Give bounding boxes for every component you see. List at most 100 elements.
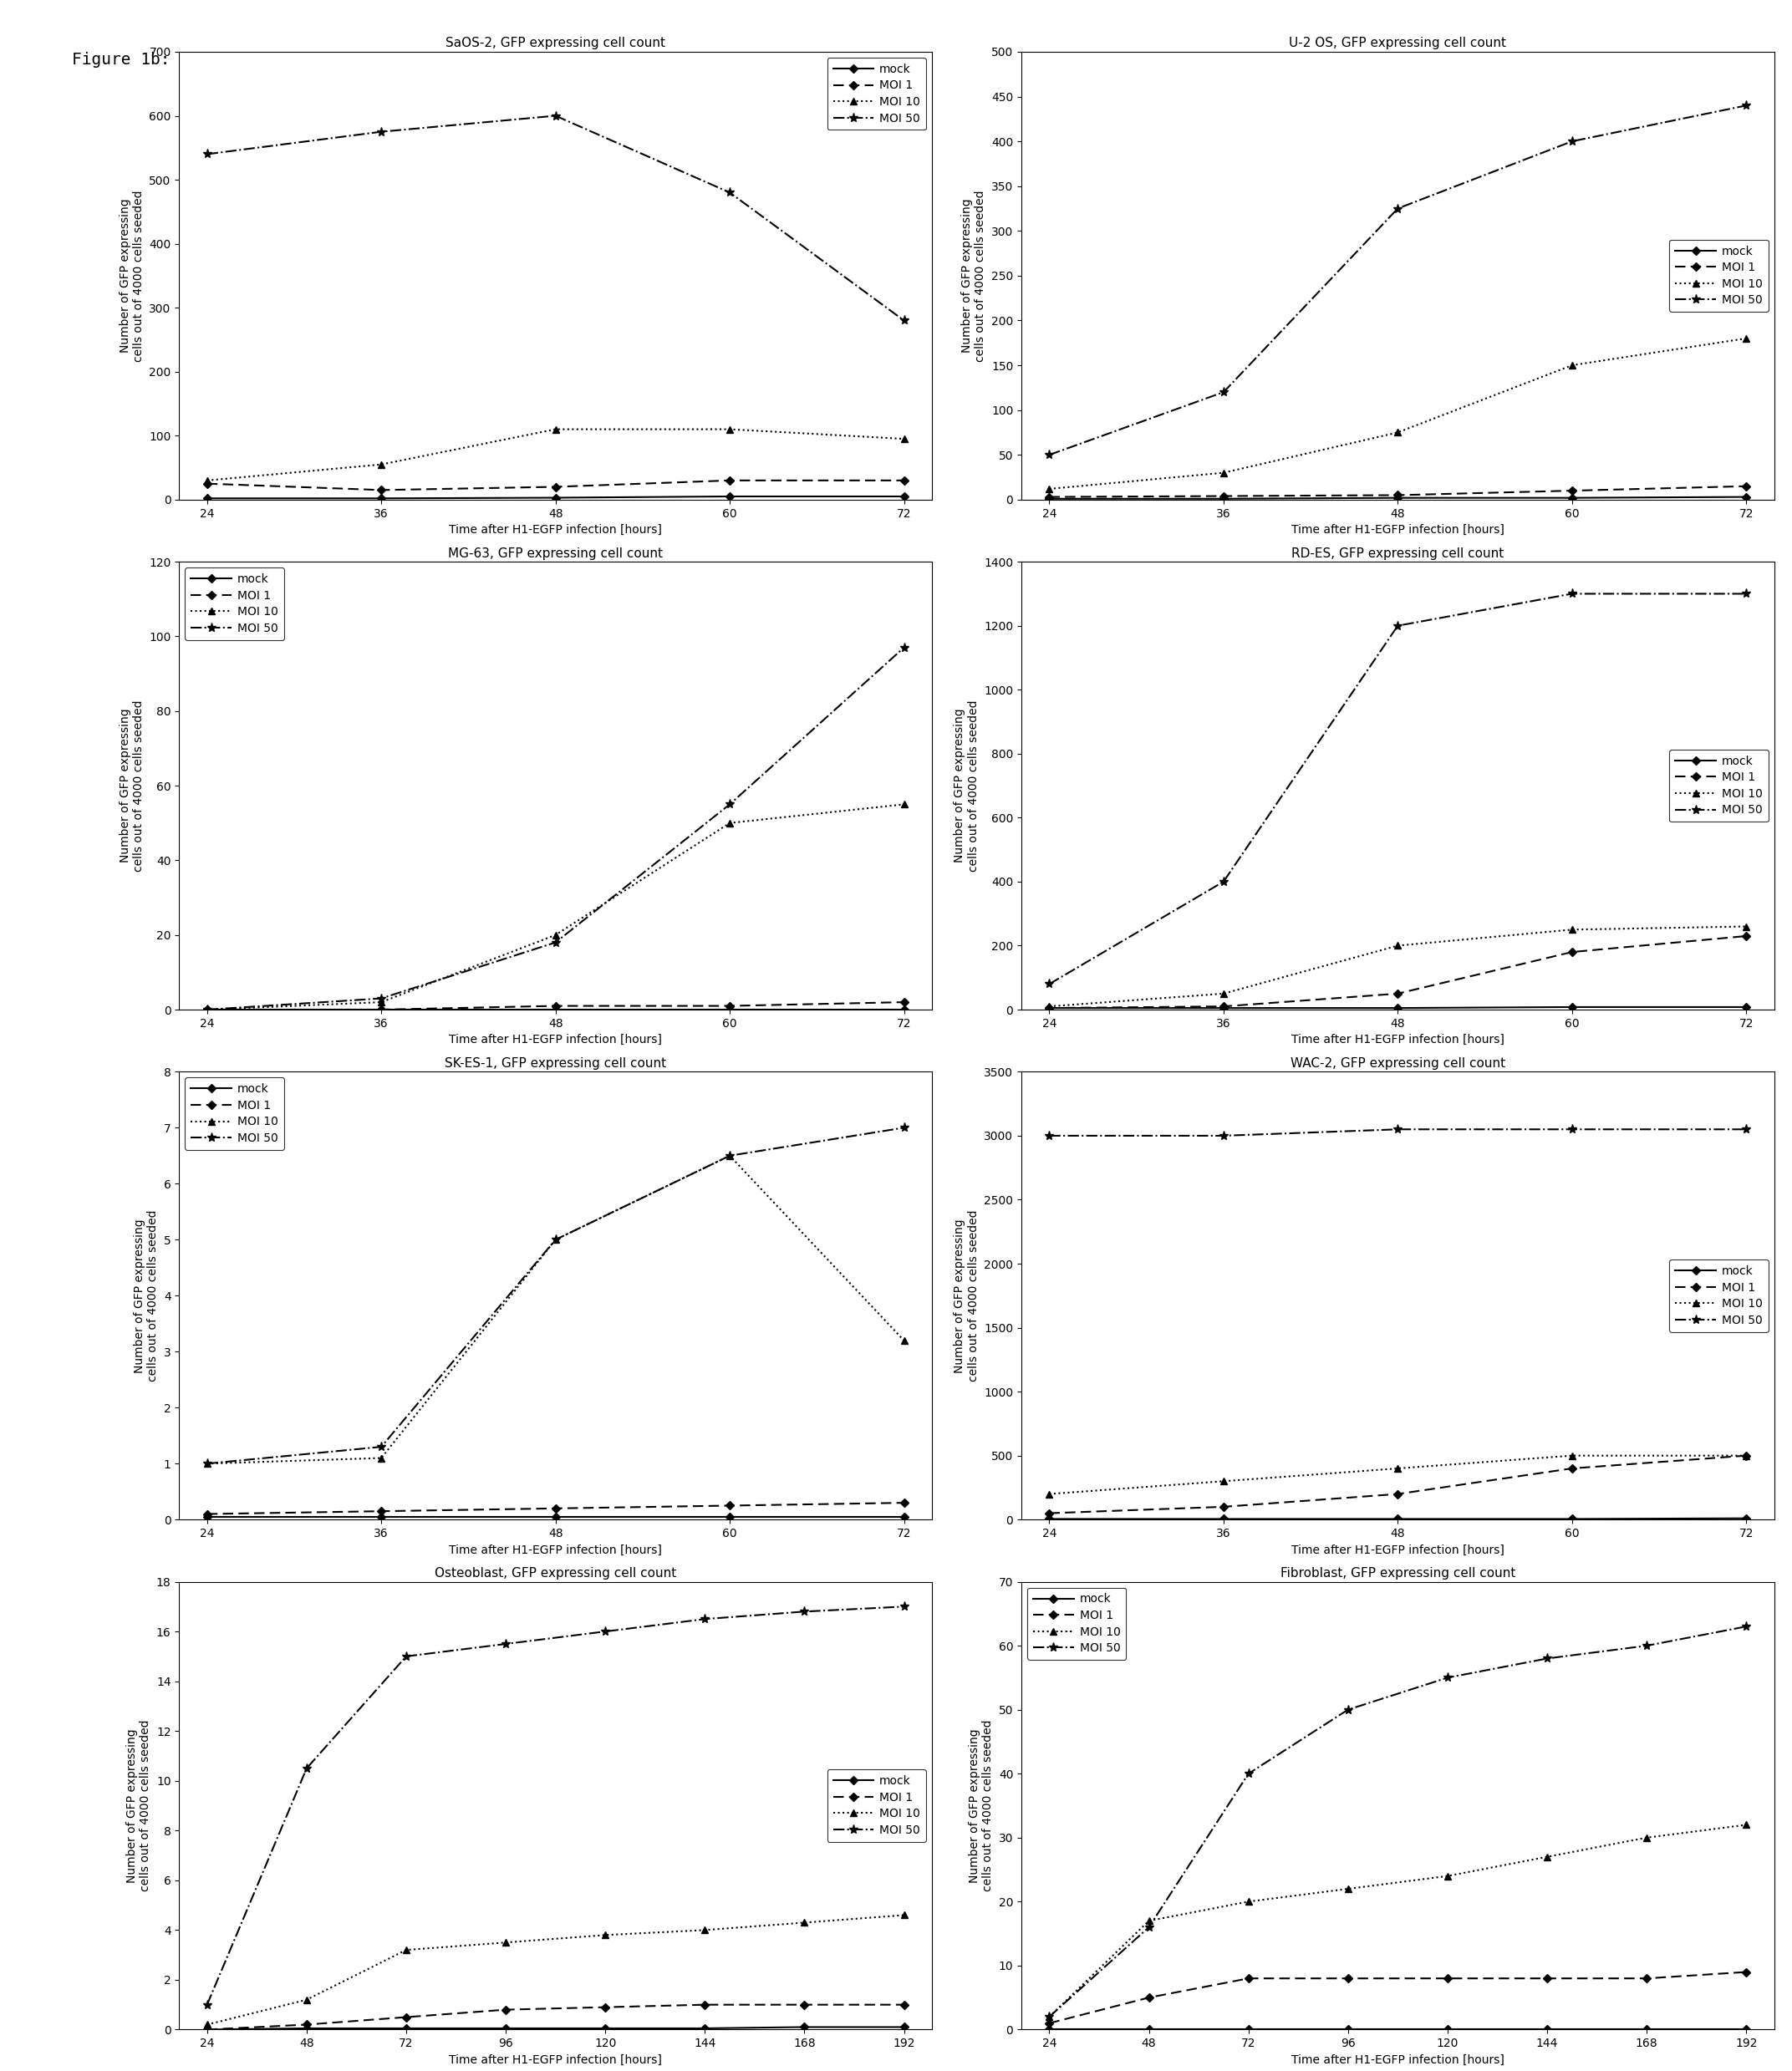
Line: mock: mock (204, 1007, 907, 1013)
mock (595, 2015, 616, 2040)
Line: MOI 50: MOI 50 (202, 1122, 909, 1468)
MOI 10 (396, 1938, 418, 1963)
MOI 50 (371, 986, 392, 1011)
MOI 50 (1636, 1634, 1658, 1659)
MOI 10 (545, 1228, 566, 1253)
MOI 50 (1387, 1116, 1409, 1141)
mock (1735, 2017, 1756, 2042)
MOI 50 (694, 1607, 715, 1632)
mock (1561, 1506, 1582, 1530)
MOI 10 (1213, 982, 1235, 1007)
Line: MOI 50: MOI 50 (1045, 1125, 1751, 1141)
Line: mock: mock (1047, 495, 1749, 501)
MOI 1 (1735, 1959, 1756, 1984)
MOI 1 (892, 468, 914, 493)
MOI 50 (719, 1143, 740, 1168)
MOI 10 (1039, 2005, 1061, 2030)
MOI 10 (1213, 460, 1235, 485)
Legend: mock, MOI 1, MOI 10, MOI 50: mock, MOI 1, MOI 10, MOI 50 (1670, 1259, 1769, 1332)
X-axis label: Time after H1-EGFP infection [hours]: Time after H1-EGFP infection [hours] (450, 1545, 661, 1555)
Title: MG-63, GFP expressing cell count: MG-63, GFP expressing cell count (448, 547, 663, 559)
Legend: mock, MOI 1, MOI 10, MOI 50: mock, MOI 1, MOI 10, MOI 50 (1027, 1588, 1125, 1659)
Line: MOI 50: MOI 50 (1045, 1622, 1751, 2021)
Line: MOI 10: MOI 10 (1047, 336, 1749, 493)
MOI 10 (892, 791, 914, 816)
MOI 1 (1561, 478, 1582, 503)
MOI 10 (197, 998, 219, 1023)
MOI 1 (197, 998, 219, 1023)
MOI 10 (595, 1922, 616, 1947)
mock (371, 487, 392, 512)
X-axis label: Time after H1-EGFP infection [hours]: Time after H1-EGFP infection [hours] (450, 524, 661, 536)
Text: Figure 1b:: Figure 1b: (72, 52, 170, 68)
MOI 50 (1387, 613, 1409, 638)
mock (545, 485, 566, 509)
MOI 1 (719, 994, 740, 1019)
MOI 1 (694, 1992, 715, 2017)
MOI 50 (595, 1620, 616, 1644)
MOI 50 (1735, 93, 1756, 118)
Legend: mock, MOI 1, MOI 10, MOI 50: mock, MOI 1, MOI 10, MOI 50 (1670, 750, 1769, 822)
MOI 1 (1138, 1986, 1159, 2011)
MOI 10 (892, 427, 914, 451)
MOI 10 (1437, 1864, 1459, 1889)
MOI 1 (794, 1992, 815, 2017)
MOI 50 (892, 1595, 914, 1620)
Line: MOI 1: MOI 1 (1047, 1452, 1749, 1516)
mock (197, 998, 219, 1023)
Y-axis label: Number of GFP expressing
cells out of 4000 cells seeded: Number of GFP expressing cells out of 40… (961, 191, 987, 362)
MOI 10 (1735, 325, 1756, 350)
MOI 10 (1387, 420, 1409, 445)
MOI 50 (371, 1435, 392, 1460)
MOI 10 (371, 1446, 392, 1470)
MOI 10 (719, 810, 740, 835)
MOI 1 (296, 2013, 317, 2038)
MOI 1 (1536, 1965, 1557, 1990)
MOI 1 (1039, 2011, 1061, 2036)
Line: mock: mock (204, 493, 907, 501)
Title: Osteoblast, GFP expressing cell count: Osteoblast, GFP expressing cell count (435, 1568, 676, 1580)
MOI 50 (1437, 1665, 1459, 1690)
MOI 1 (892, 1491, 914, 1516)
mock (1735, 1506, 1756, 1530)
mock (1735, 994, 1756, 1019)
mock (1337, 2017, 1358, 2042)
mock (719, 1504, 740, 1528)
Line: MOI 1: MOI 1 (204, 1499, 907, 1516)
MOI 50 (1213, 379, 1235, 404)
Line: MOI 1: MOI 1 (1047, 1970, 1749, 2025)
MOI 1 (1561, 1456, 1582, 1481)
mock (371, 1504, 392, 1528)
MOI 50 (197, 141, 219, 166)
Title: RD-ES, GFP expressing cell count: RD-ES, GFP expressing cell count (1292, 547, 1503, 559)
MOI 50 (719, 791, 740, 816)
Line: MOI 50: MOI 50 (1045, 588, 1751, 988)
MOI 10 (719, 416, 740, 441)
Line: MOI 10: MOI 10 (204, 427, 907, 485)
Title: SK-ES-1, GFP expressing cell count: SK-ES-1, GFP expressing cell count (444, 1056, 667, 1069)
mock (1138, 2017, 1159, 2042)
MOI 10 (1735, 913, 1756, 938)
Line: MOI 1: MOI 1 (204, 998, 907, 1013)
MOI 10 (892, 1903, 914, 1928)
X-axis label: Time after H1-EGFP infection [hours]: Time after H1-EGFP infection [hours] (1292, 1033, 1503, 1046)
mock (1561, 485, 1582, 509)
MOI 1 (1039, 996, 1061, 1021)
MOI 50 (1561, 128, 1582, 153)
mock (545, 1504, 566, 1528)
mock (892, 2015, 914, 2040)
mock (1387, 485, 1409, 509)
MOI 50 (794, 1599, 815, 1624)
mock (1213, 487, 1235, 512)
MOI 50 (1039, 1122, 1061, 1147)
MOI 50 (1337, 1698, 1358, 1723)
MOI 50 (1387, 197, 1409, 222)
Line: MOI 10: MOI 10 (204, 1151, 907, 1466)
MOI 50 (545, 104, 566, 128)
MOI 1 (371, 478, 392, 503)
mock (719, 485, 740, 509)
MOI 1 (1387, 982, 1409, 1007)
MOI 50 (1735, 1116, 1756, 1141)
MOI 10 (1039, 994, 1061, 1019)
MOI 10 (197, 468, 219, 493)
